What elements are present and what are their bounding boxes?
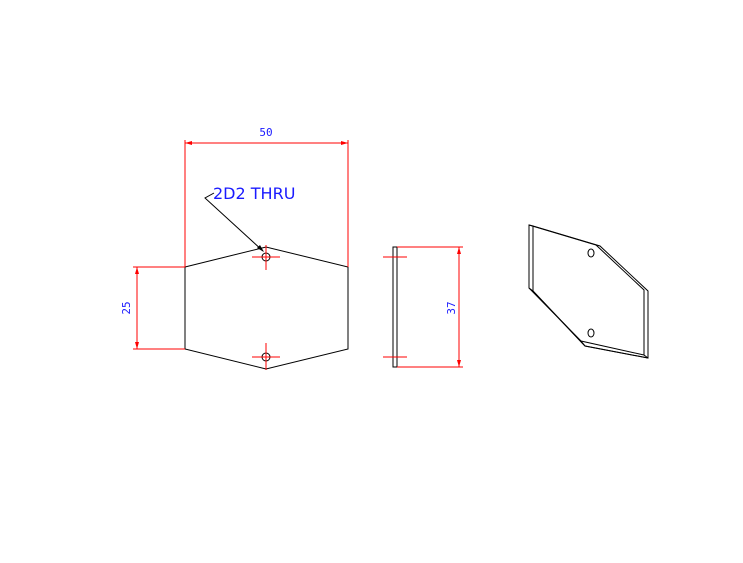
side-view: 37 <box>383 246 463 368</box>
isometric-view <box>528 224 649 359</box>
iso-edge-1 <box>528 224 534 227</box>
left-height-arrow-top <box>135 267 139 274</box>
side-height-dimension: 37 <box>397 246 463 368</box>
left-height-arrow-bottom <box>135 342 139 349</box>
hole-note-leader <box>204 192 264 252</box>
width-dimension-text: 50 <box>259 126 272 139</box>
iso-front-face <box>528 224 645 356</box>
iso-bottom-edge <box>532 290 586 347</box>
iso-hole-top <box>587 248 595 258</box>
iso-hole-bottom <box>587 328 595 338</box>
iso-edge-4 <box>528 287 534 292</box>
iso-back-face <box>532 225 649 359</box>
hole-note-leader-arrow <box>257 245 264 252</box>
left-height-dimension: 25 <box>120 266 185 350</box>
side-height-arrow-bottom <box>457 360 461 367</box>
side-view-plate-outline <box>392 246 398 368</box>
hole-note-text: 2D2 THRU <box>213 184 295 203</box>
top-hole <box>252 245 280 270</box>
iso-bottom-right-edge <box>584 345 649 359</box>
width-arrow-right <box>341 141 348 145</box>
side-height-dimension-text: 37 <box>445 301 458 314</box>
side-height-arrow-top <box>457 247 461 254</box>
front-view: 50 25 2D2 THRU <box>120 126 349 370</box>
width-arrow-left <box>185 141 192 145</box>
left-height-dimension-text: 25 <box>120 301 133 314</box>
bottom-hole <box>252 343 280 370</box>
width-dimension: 50 <box>184 126 349 267</box>
hole-note: 2D2 THRU <box>204 184 295 252</box>
